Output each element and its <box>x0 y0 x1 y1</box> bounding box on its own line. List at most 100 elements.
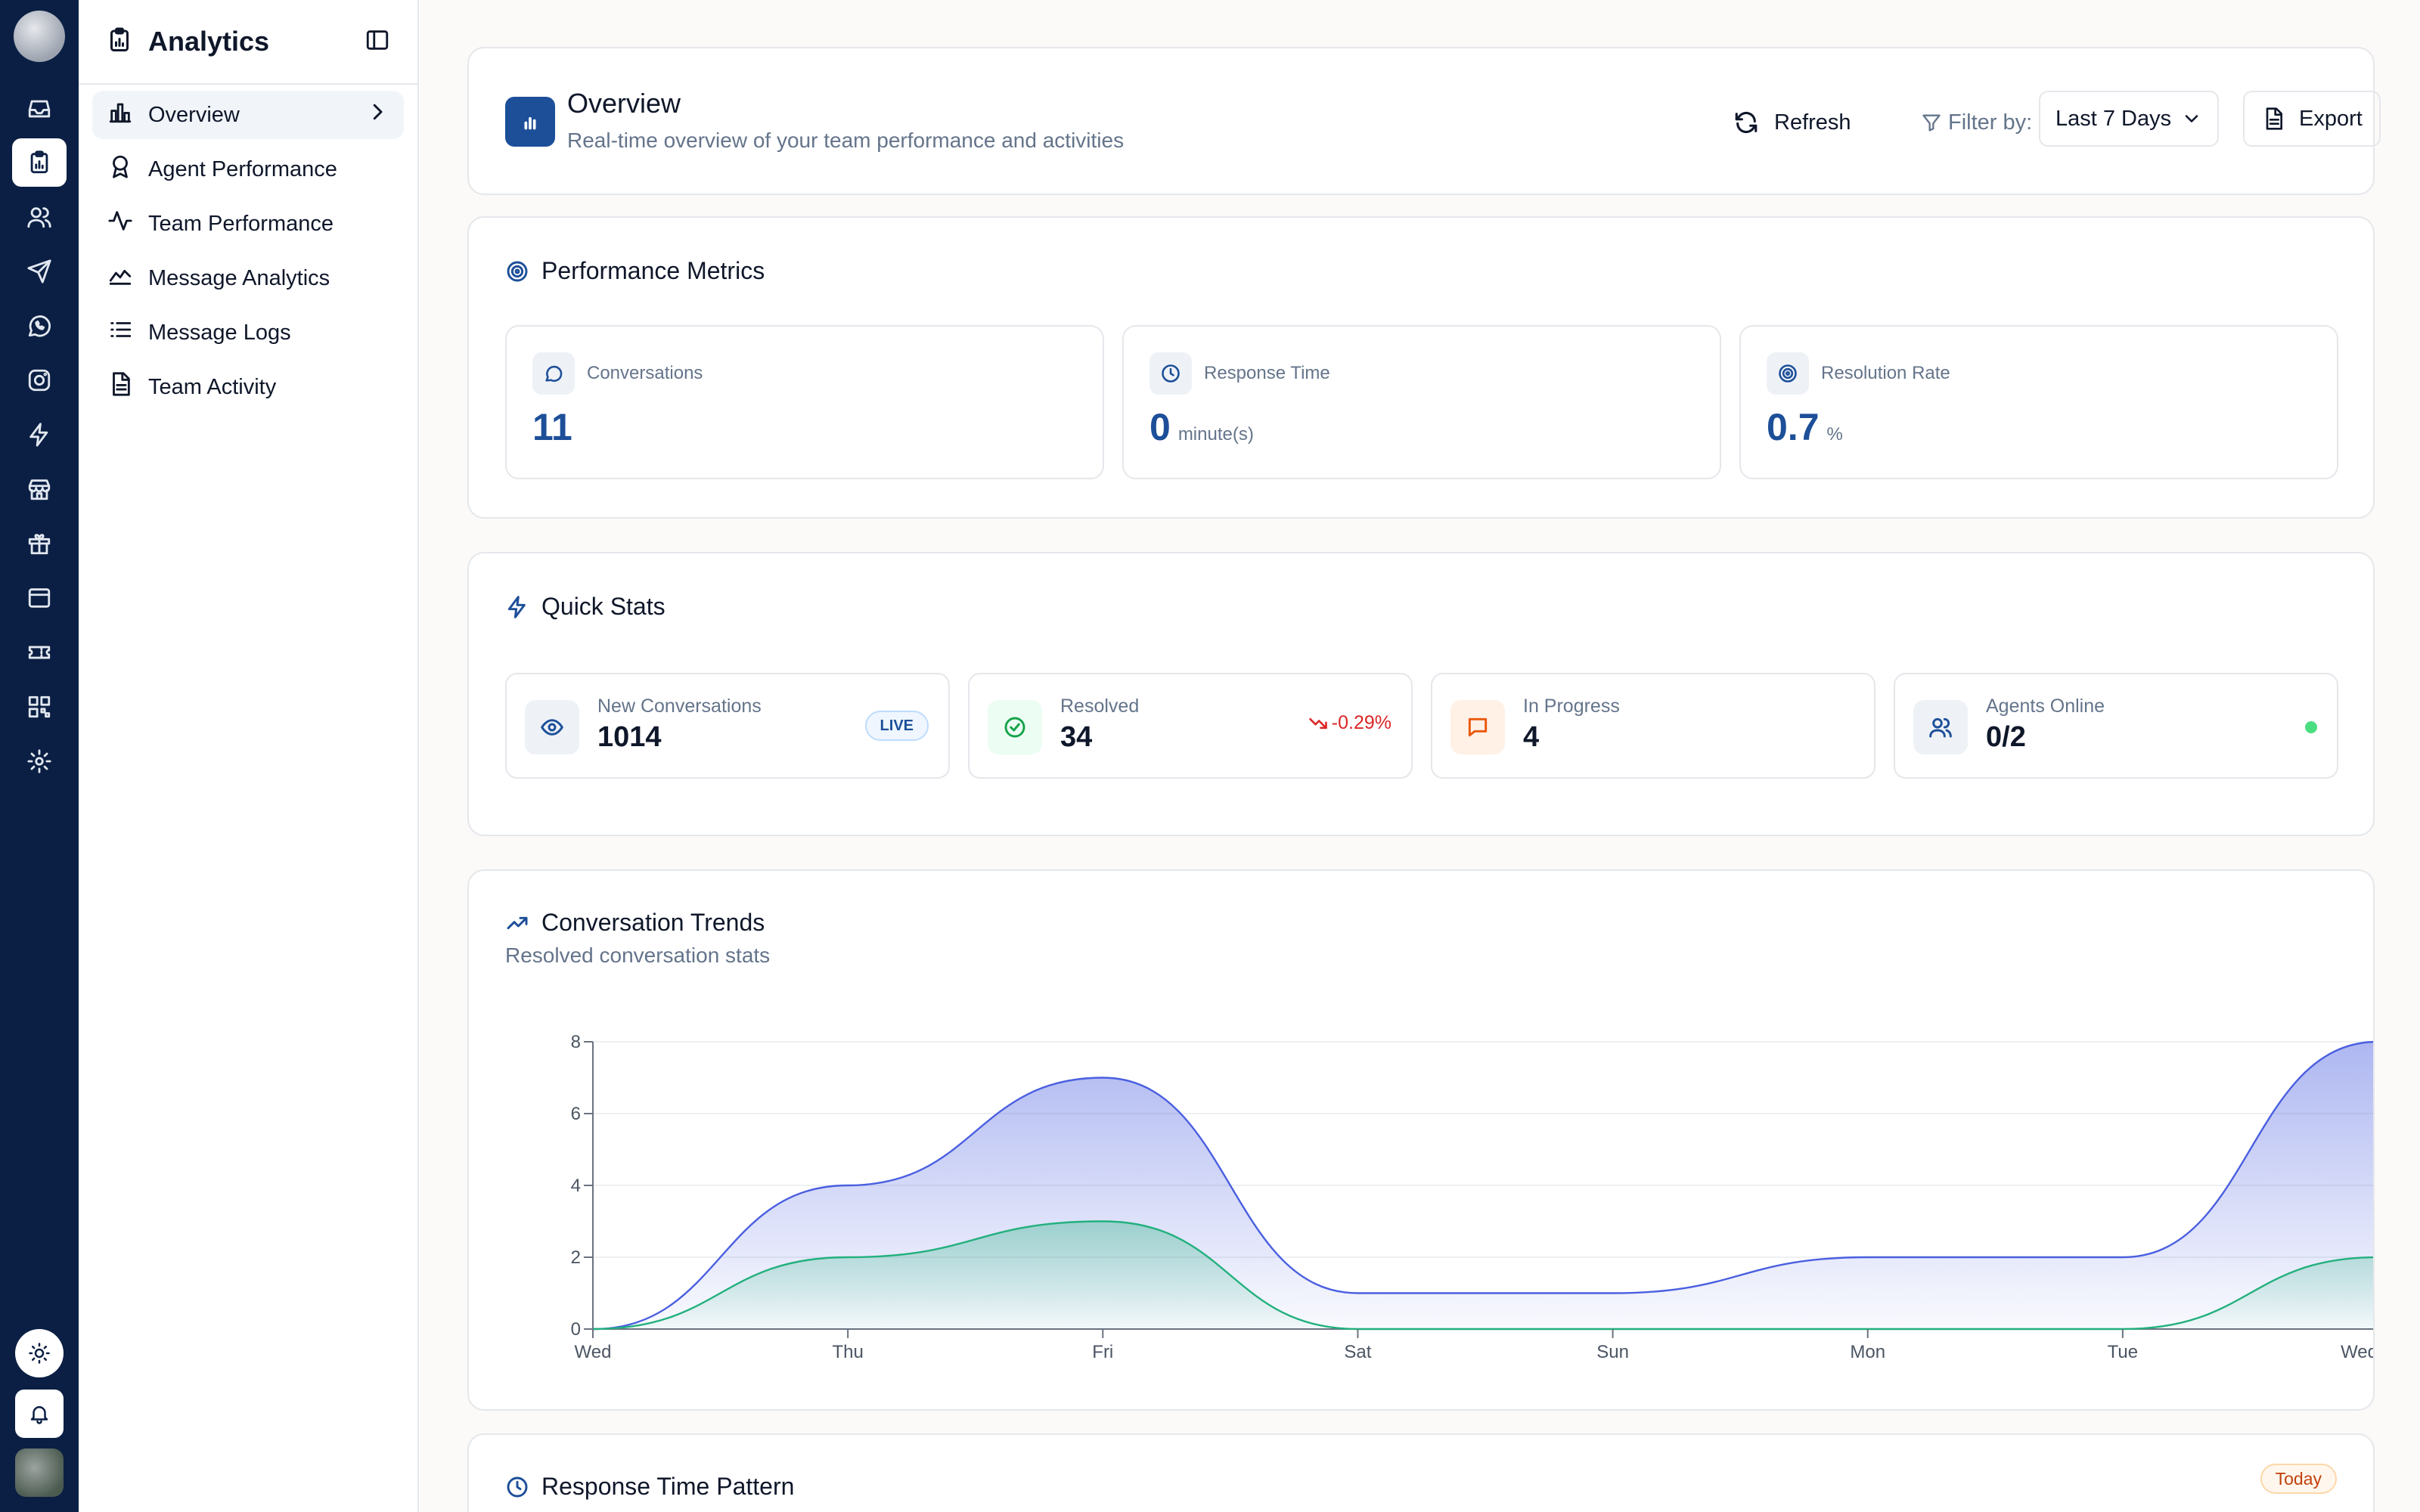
section-title-text: Conversation Trends <box>541 909 765 936</box>
eye-icon <box>525 700 579 754</box>
conversation-trends-card: 0 2 4 6 8 Wed Thu Fri Sat Sun Mon Tue Wed Conversati… <box>467 869 2375 1411</box>
date-range-value: Last 7 Days <box>2055 106 2172 131</box>
file-export-icon <box>2266 107 2282 130</box>
live-badge: LIVE <box>864 711 929 741</box>
metric-value-number: 11 <box>532 406 572 448</box>
stat-card-in-progress: In Progress 4 <box>1431 673 1876 779</box>
sidebar-item-team-performance[interactable]: Team Performance <box>92 200 404 248</box>
online-status-dot <box>2305 721 2317 733</box>
sidebar-item-message-analytics[interactable]: Message Analytics <box>92 254 404 302</box>
browser-window-icon[interactable] <box>12 574 67 622</box>
stat-card-agents-online: Agents Online 0/2 <box>1894 673 2338 779</box>
x-tick-label: Sun <box>1596 1342 1629 1362</box>
metric-value: 0.7% <box>1767 405 1843 449</box>
series-line-1[interactable] <box>592 1220 2373 1331</box>
section-title-text: Performance Metrics <box>541 257 765 284</box>
lightning-icon[interactable] <box>12 411 67 459</box>
store-icon[interactable] <box>12 465 67 513</box>
overview-header-card: Overview Real-time overview of your team… <box>467 47 2381 195</box>
sidebar-item-label: Team Activity <box>148 374 277 399</box>
section-title: Response Time Pattern <box>505 1473 794 1501</box>
settings-gear-icon[interactable] <box>12 737 67 785</box>
metric-value: 11 <box>532 405 580 449</box>
inbox-icon[interactable] <box>12 85 67 133</box>
message-circle-icon <box>532 352 575 395</box>
trend-value: -0.29% <box>1331 712 1392 733</box>
overview-logo-icon <box>505 97 555 147</box>
stat-label: New Conversations <box>597 696 762 717</box>
x-tick-label: Wed <box>2341 1342 2373 1362</box>
performance-metrics-card: Performance Metrics Conversations 11 Res… <box>467 216 2375 519</box>
message-square-icon <box>1450 700 1505 754</box>
page-title: Overview <box>567 88 681 119</box>
series-line-0[interactable] <box>592 1041 2373 1331</box>
sidebar-item-agent-performance[interactable]: Agent Performance <box>92 145 404 194</box>
stat-card-new-conversations: New Conversations 1014 LIVE <box>505 673 950 779</box>
clock-icon <box>1150 352 1192 395</box>
whatsapp-icon[interactable] <box>12 302 67 350</box>
trending-up-icon <box>507 916 528 929</box>
y-tick-label: 8 <box>571 1032 581 1052</box>
x-tick-label: Wed <box>575 1342 612 1362</box>
sidebar-item-label: Team Performance <box>148 211 334 236</box>
section-title-text: Response Time Pattern <box>541 1473 795 1500</box>
sidebar-item-team-activity[interactable]: Team Activity <box>92 363 404 411</box>
x-tick-label: Fri <box>1092 1342 1113 1362</box>
activity-icon <box>107 208 133 240</box>
clipboard-analytics-icon[interactable] <box>12 138 67 187</box>
user-avatar[interactable] <box>15 1448 64 1497</box>
icon-rail <box>0 0 79 1512</box>
sun-icon[interactable] <box>15 1329 64 1377</box>
workspace-avatar[interactable] <box>14 11 65 62</box>
sidebar-item-label: Message Logs <box>148 320 291 345</box>
metric-value: 0 minute(s) <box>1150 405 1254 449</box>
x-tick-label: Tue <box>2108 1342 2138 1362</box>
stat-label: In Progress <box>1523 696 1620 717</box>
export-label: Export <box>2299 106 2363 131</box>
quick-stats-card: Quick Stats New Conversations 1014 LIVE … <box>467 552 2375 836</box>
chevron-down-icon <box>2185 115 2198 122</box>
target-icon <box>1767 352 1809 395</box>
sidebar-item-overview[interactable]: Overview <box>92 91 404 139</box>
y-tick-label: 6 <box>571 1104 581 1124</box>
page-subtitle: Real-time overview of your team performa… <box>567 129 1125 152</box>
sidebar-item-message-logs[interactable]: Message Logs <box>92 308 404 357</box>
section-subtitle: Resolved conversation stats <box>505 943 771 967</box>
filter-icon <box>1922 114 1941 132</box>
section-title-text: Quick Stats <box>541 593 666 620</box>
instagram-icon[interactable] <box>12 356 67 404</box>
refresh-button[interactable]: Refresh <box>1733 91 1851 154</box>
export-button[interactable]: Export <box>2243 91 2381 147</box>
users-icon[interactable] <box>12 193 67 241</box>
qr-code-icon[interactable] <box>12 683 67 731</box>
refresh-label: Refresh <box>1774 110 1851 135</box>
today-badge: Today <box>2260 1464 2337 1494</box>
chevron-right-icon <box>366 101 389 129</box>
section-title: Quick Stats <box>505 593 666 621</box>
file-text-icon <box>107 371 133 403</box>
sidebar-collapse-icon[interactable] <box>365 27 390 57</box>
sidebar-title: Analytics <box>148 26 270 57</box>
stat-label: Agents Online <box>1986 696 2105 717</box>
ticket-icon[interactable] <box>12 628 67 677</box>
list-icon <box>107 317 133 349</box>
send-icon[interactable] <box>12 247 67 296</box>
trend-indicator: -0.29% <box>1308 712 1392 734</box>
refresh-icon <box>1735 111 1758 134</box>
bar-chart-icon <box>107 99 133 131</box>
sidebar-item-label: Agent Performance <box>148 156 337 181</box>
lightning-icon <box>507 595 526 618</box>
filter-label-text: Filter by: <box>1948 110 2033 135</box>
sidebar-header: Analytics <box>79 0 417 85</box>
area-chart-icon <box>107 262 133 294</box>
series-area-1 <box>593 1221 2373 1329</box>
stat-label: Resolved <box>1060 696 1140 717</box>
date-range-select[interactable]: Last 7 Days <box>2039 91 2219 147</box>
section-title: Performance Metrics <box>505 257 765 285</box>
bell-icon[interactable] <box>15 1390 64 1438</box>
metric-unit: minute(s) <box>1177 424 1254 445</box>
target-icon <box>507 261 528 281</box>
filter-label: Filter by: <box>1921 91 2032 154</box>
award-icon <box>107 153 133 185</box>
gift-icon[interactable] <box>12 519 67 568</box>
